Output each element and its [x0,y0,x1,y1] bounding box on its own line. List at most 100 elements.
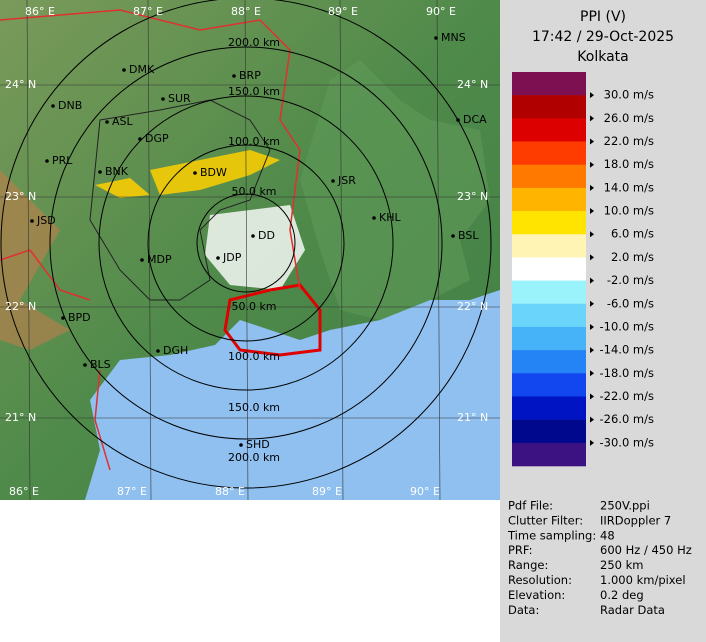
range-label: 150.0 km [228,401,280,414]
longitude-label: 90° E [410,485,440,498]
legend-swatch [512,234,586,258]
legend-swatch [512,164,586,189]
place-label: DGP [145,132,169,145]
place-label: BNK [105,165,129,178]
legend-label: 30.0 m/s [604,88,654,102]
info-label: PRF: [508,543,533,557]
station: Kolkata [577,49,628,65]
grid-line [26,0,31,501]
legend-tick [590,184,594,191]
range-label: 50.0 km [231,185,276,198]
longitude-label: 88° E [215,485,245,498]
legend-label: -6.0 m/s [607,296,654,310]
info-value: 250 km [600,558,643,572]
grid-line [436,0,441,501]
range-ring [0,0,492,489]
info-label: Elevation: [508,588,565,602]
range-label: 100.0 km [228,135,280,148]
place-dot [456,118,460,122]
legend-tick [590,300,594,307]
legend-swatch [512,326,586,351]
place-dot [251,234,255,238]
legend-swatch [512,350,586,374]
legend-tick [590,439,594,446]
grid-line [244,0,249,501]
place-label: DMK [129,63,155,76]
latitude-label: 24° N [5,78,36,91]
place-dot [372,216,376,220]
info-label: Pdf File: [508,499,553,513]
legend-tick [590,115,594,122]
place-dot [239,443,243,447]
legend-tick [590,231,594,238]
legend-label: 6.0 m/s [611,227,654,241]
place-label: BLS [90,358,111,371]
info-label: Range: [508,558,548,572]
range-label: 150.0 km [228,85,280,98]
range-ring [196,193,296,293]
legend-tick [590,416,594,423]
place-label: BRP [239,69,261,82]
longitude-label: 86° E [25,5,55,18]
place-label: SHD [246,438,270,451]
legend-swatch [512,257,586,281]
echo [150,150,280,195]
legend-label: 14.0 m/s [604,180,654,194]
place-label: JDP [222,251,242,264]
latitude-label: 21° N [457,411,488,424]
place-dot [45,159,49,163]
place-dot [232,74,236,78]
echo [95,178,150,198]
latitude-label: 24° N [457,78,488,91]
legend-tick [590,370,594,377]
place-dot [105,120,109,124]
info-label: Resolution: [508,573,572,587]
info-value: IIRDoppler 7 [600,513,671,527]
info-label: Clutter Filter: [508,513,583,527]
map [0,0,500,500]
place-label: DNB [58,99,82,112]
info-value: 1.000 km/pixel [600,573,686,587]
place-label: BDW [200,166,227,179]
legend-label: 10.0 m/s [604,204,654,218]
place-dot [434,36,438,40]
info-value: 600 Hz / 450 Hz [600,543,692,557]
legend-label: -2.0 m/s [607,273,654,287]
legend-swatch [512,442,586,467]
longitude-label: 87° E [133,5,163,18]
latitude-label: 23° N [457,190,488,203]
info-value: 250V.ppi [600,499,650,513]
place-label: JSR [337,174,356,187]
state-border [0,9,301,471]
place-label: BSL [458,229,479,242]
range-ring [147,144,345,342]
longitude-label: 88° E [231,5,261,18]
place-dot [61,316,65,320]
legend-tick [590,92,594,99]
place-dot [331,179,335,183]
place-label: SUR [168,92,191,105]
sea [85,290,500,500]
place-label: ASL [112,115,134,128]
place-dot [51,104,55,108]
legend-swatch [512,303,586,328]
legend-swatch [512,211,586,235]
legend-label: -26.0 m/s [600,412,654,426]
info-value: 48 [600,528,615,542]
legend-label: -22.0 m/s [600,389,654,403]
place-dot [30,219,34,223]
legend-tick [590,393,594,400]
legend-swatch [512,280,586,305]
legend-tick [590,254,594,261]
latitude-label: 22° N [5,300,36,313]
place-label: DCA [463,113,487,126]
legend-swatch [512,419,586,444]
longitude-label: 89° E [312,485,342,498]
place-label: BPD [68,311,91,324]
longitude-label: 90° E [426,5,456,18]
map-overlay: 86° E 86° E 87° E 87° E 88° E 88° E 89° E 89° E… [0,0,500,501]
legend: 30.0 m/s 26.0 m/s 22.0 m/s 18.0 m/s 14.0 m/s… [512,72,654,467]
legend-label: 2.0 m/s [611,250,654,264]
range-label: 50.0 km [231,300,276,313]
latitude-label: 23° N [5,190,36,203]
